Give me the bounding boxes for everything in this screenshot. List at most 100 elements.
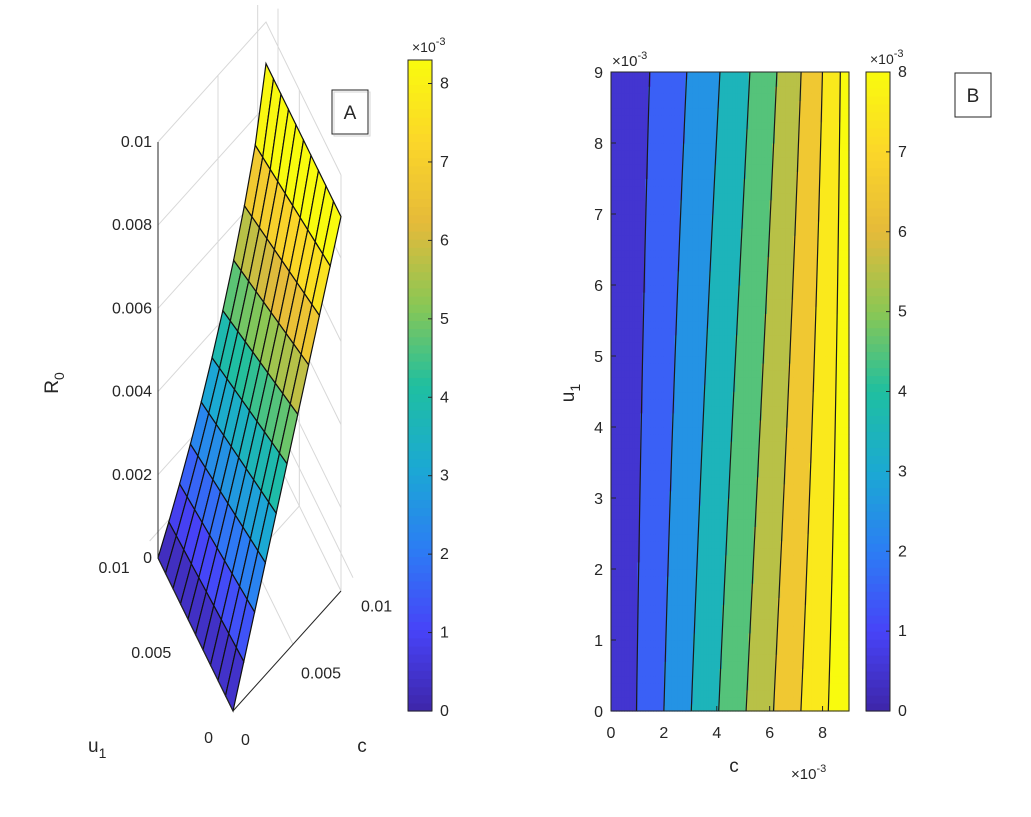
contour-cell: [624, 72, 628, 80]
contour-cell: [626, 398, 631, 407]
contour-cell: [674, 434, 678, 442]
contour-cell: [671, 462, 676, 471]
contour-cell: [658, 441, 662, 449]
colorbar-swatch: [408, 401, 432, 411]
contour-cell: [624, 249, 628, 258]
contour-cell: [637, 277, 641, 286]
colorbar-swatch: [408, 605, 432, 614]
contour-cell: [632, 561, 636, 570]
contour-cell: [621, 363, 625, 371]
contour-cell: [616, 164, 620, 172]
contour-cell: [624, 391, 628, 400]
contour-cell: [618, 419, 623, 428]
contour-cell: [642, 192, 646, 201]
contour-cell: [637, 405, 641, 414]
contour-cell: [621, 86, 625, 94]
contour-cell: [634, 391, 639, 400]
contour-cell: [637, 192, 641, 201]
contour-cell: [616, 604, 620, 613]
contour-cell: [626, 632, 631, 641]
contour-cell: [640, 199, 644, 208]
contour-cell: [674, 696, 678, 705]
contour-cell: [658, 618, 662, 627]
contour-cell: [618, 412, 623, 421]
contour-cell: [621, 462, 625, 471]
contour-cell: [677, 348, 681, 357]
contour-cell: [637, 476, 641, 485]
contour-cell: [632, 526, 636, 535]
contour-cell: [642, 654, 646, 662]
contour-cell: [650, 427, 654, 435]
contour-cell: [632, 512, 636, 520]
contour-cell: [613, 150, 617, 158]
contour-cell: [669, 590, 673, 598]
contour-cell: [626, 377, 631, 385]
contour-cell: [642, 490, 646, 499]
contour-cell: [624, 682, 628, 691]
contour-cell: [650, 483, 654, 492]
contour-cell: [650, 206, 654, 215]
contour-cell: [642, 199, 646, 208]
contour-cell: [658, 427, 662, 435]
contour-cell: [650, 370, 654, 378]
contour-cell: [634, 526, 639, 535]
contour-cell: [634, 242, 639, 251]
contour-cell: [648, 476, 652, 485]
contour-cell: [613, 561, 617, 570]
contour-cell: [648, 448, 652, 456]
contour-cell: [661, 590, 665, 598]
contour-cell: [640, 121, 644, 130]
contour-cell: [658, 462, 662, 471]
contour-cell: [645, 206, 649, 215]
contour-cell: [666, 519, 670, 527]
contour-cell: [648, 561, 652, 570]
contour-cell: [629, 348, 633, 357]
contour-cell: [626, 533, 631, 542]
contour-cell: [677, 320, 681, 329]
contour-cell: [624, 100, 628, 109]
contour-cell: [645, 313, 649, 322]
contour-cell: [613, 540, 617, 549]
contour-cell: [653, 313, 657, 322]
contour-cell: [653, 157, 657, 165]
contour-cell: [634, 348, 639, 357]
contour-cell: [640, 164, 644, 172]
contour-cell: [621, 533, 625, 542]
contour-cell: [618, 270, 623, 279]
contour-cell: [642, 526, 646, 535]
contour-cell: [674, 441, 678, 449]
contour-cell: [634, 412, 639, 421]
contour-cell: [640, 135, 644, 144]
contour-cell: [629, 327, 633, 336]
contour-cell: [669, 171, 673, 180]
contour-cell: [632, 476, 636, 485]
contour-cell: [645, 597, 649, 606]
contour-cell: [621, 498, 625, 506]
contour-cell: [653, 675, 657, 684]
contour-cell: [624, 561, 628, 570]
contour-cell: [648, 547, 652, 556]
contour-cell: [618, 569, 623, 577]
contour-cell: [671, 625, 676, 634]
contour-cell: [626, 682, 631, 691]
contour-cell: [613, 72, 617, 80]
contour-cell: [658, 100, 662, 109]
contour-cell: [669, 100, 673, 109]
contour-cell: [637, 221, 641, 229]
contour-cell: [663, 292, 668, 300]
contour-cell: [642, 540, 646, 549]
contour-cell: [629, 682, 633, 691]
contour-cell: [655, 93, 660, 101]
contour-cell: [640, 640, 644, 648]
contour-cell: [616, 150, 620, 158]
contour-cell: [655, 249, 660, 258]
contour-cell: [666, 128, 670, 137]
contour-cell: [621, 221, 625, 229]
contour-cell: [640, 242, 644, 251]
contour-cell: [618, 498, 623, 506]
contour-cell: [661, 647, 665, 655]
colorbar-swatch: [408, 523, 432, 533]
contour-cell: [650, 128, 654, 137]
contour-cell: [621, 689, 625, 698]
